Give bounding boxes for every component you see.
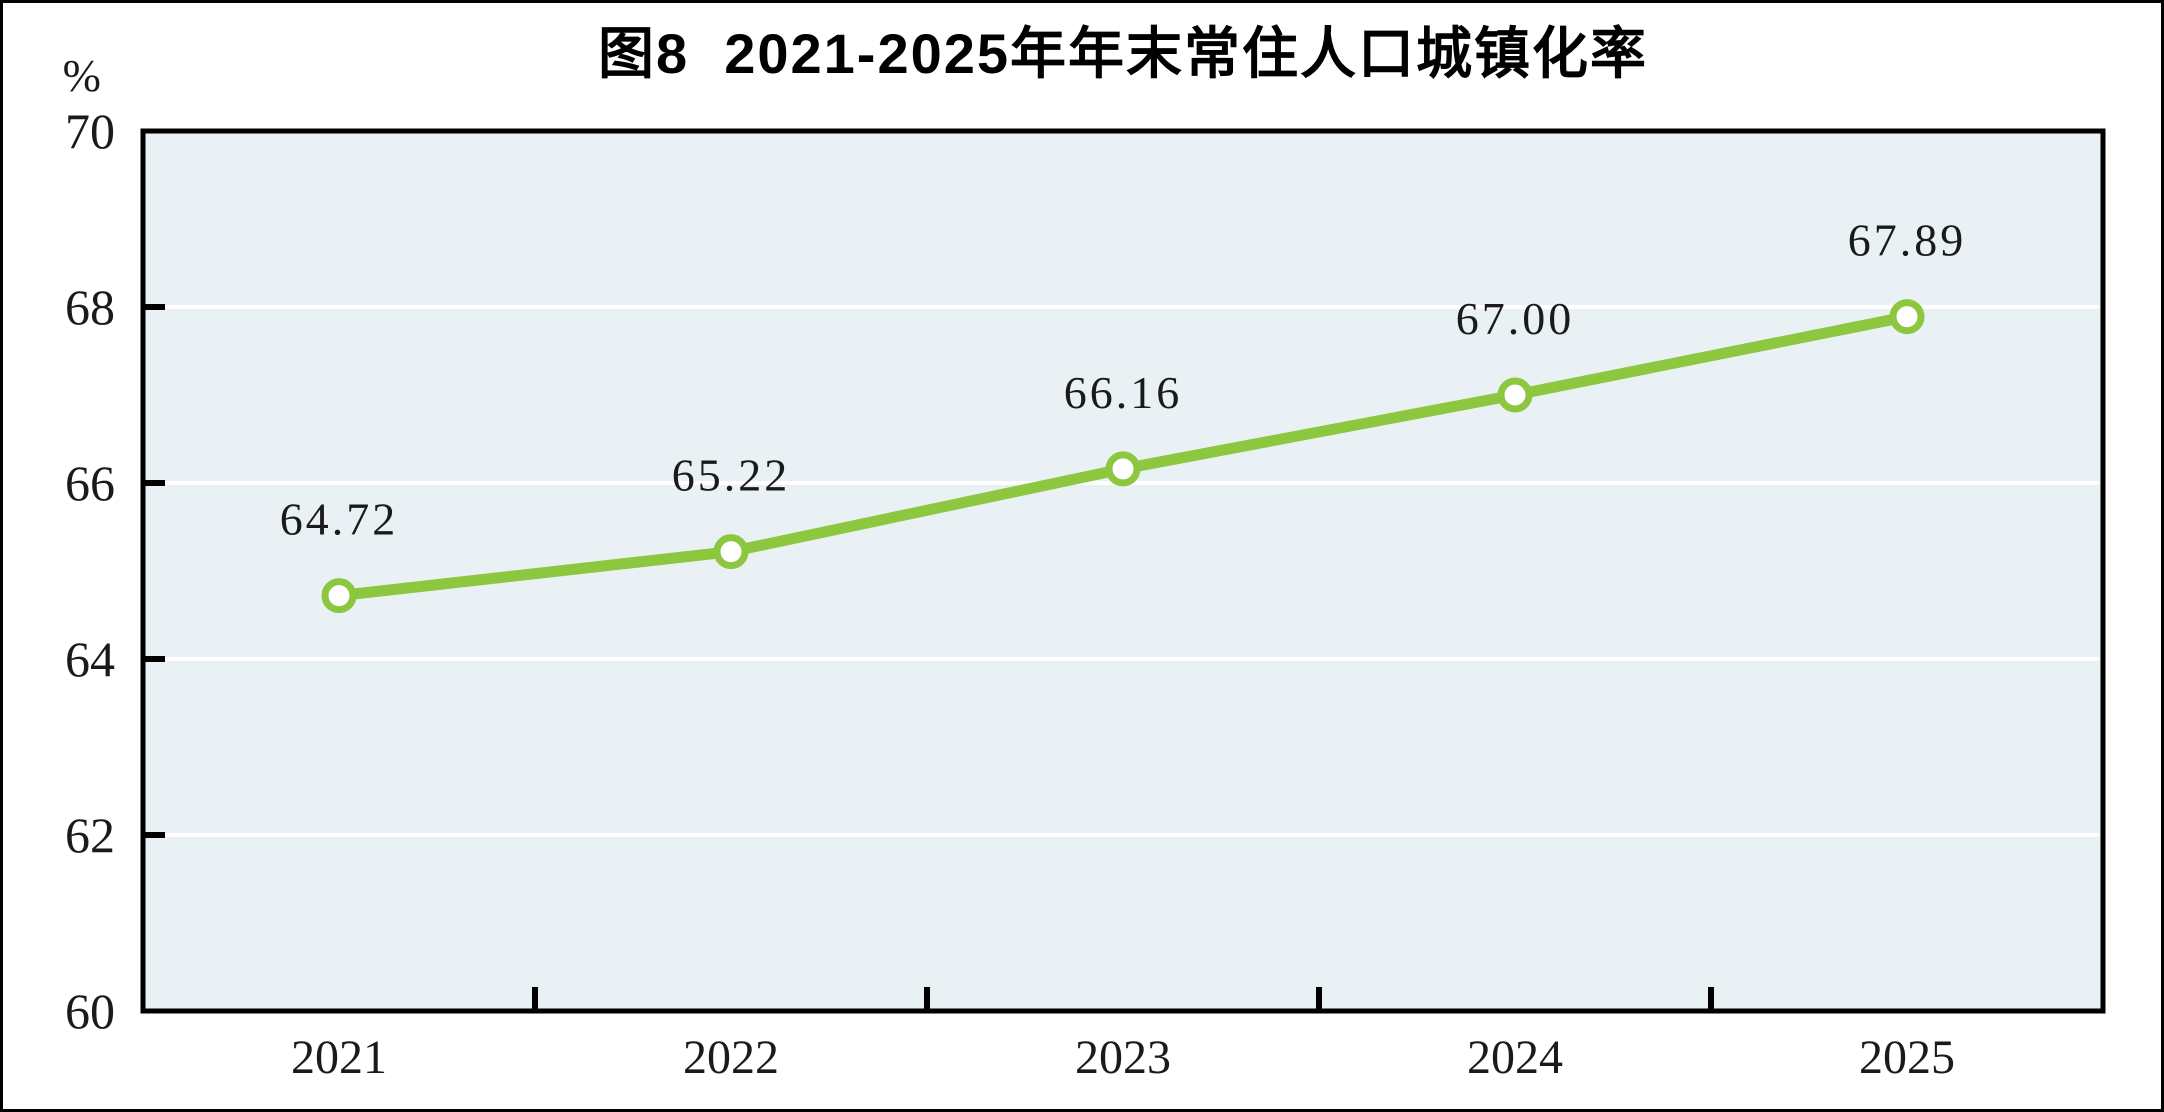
- data-label-2022: 65.22: [672, 450, 791, 501]
- data-point-2024: [1497, 377, 1533, 413]
- y-tick-label-62: 62: [65, 807, 115, 863]
- y-tick-label-60: 60: [65, 983, 115, 1039]
- y-axis-unit-label: %: [62, 50, 101, 101]
- y-tick-label-70: 70: [65, 103, 115, 159]
- data-label-2025: 67.89: [1848, 215, 1967, 266]
- y-tick-label-64: 64: [65, 631, 115, 687]
- data-label-2023: 66.16: [1064, 367, 1183, 418]
- x-axis-label-2022: 2022: [683, 1031, 779, 1084]
- y-tick-label-68: 68: [65, 279, 115, 335]
- x-axis-label-2025: 2025: [1859, 1031, 1955, 1084]
- data-point-2021: [321, 578, 357, 614]
- data-label-2024: 67.00: [1456, 293, 1575, 344]
- x-axis-label-2021: 2021: [291, 1031, 387, 1084]
- data-point-2025: [1889, 299, 1925, 335]
- plot-area: [143, 131, 2103, 1011]
- data-point-2022: [713, 534, 749, 570]
- chart-title: 图8 2021-2025年年末常住人口城镇化率: [597, 22, 1649, 85]
- plot-border: [140, 128, 2106, 1014]
- data-point-2023: [1105, 451, 1141, 487]
- y-tick-label-66: 66: [65, 455, 115, 511]
- data-label-2021: 64.72: [280, 494, 399, 545]
- x-axis-label-2023: 2023: [1075, 1031, 1171, 1084]
- line-chart-canvas: 60 62 64 66 68 70 2021 2022 2023 2024 2025 64.72 65.…: [65, 103, 2106, 1084]
- x-axis-label-2024: 2024: [1467, 1031, 1563, 1084]
